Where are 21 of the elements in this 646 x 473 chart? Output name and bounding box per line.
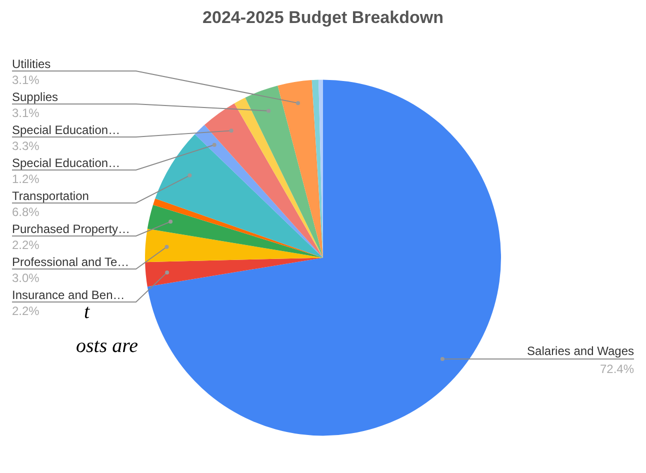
data-label: 3.3%: [12, 139, 40, 153]
data-label: 3.1%: [12, 73, 40, 87]
chart-title: 2024-2025 Budget Breakdown: [202, 8, 444, 27]
slice-label: Professional and Te…: [12, 255, 130, 269]
text: osts are: [76, 335, 138, 357]
data-label: 2.2%: [12, 238, 40, 252]
slice-label: Supplies: [12, 90, 58, 104]
data-label: 3.1%: [12, 106, 40, 120]
data-label: 1.2%: [12, 172, 40, 186]
slice-label: Salaries and Wages: [527, 344, 634, 358]
slice-label: Transportation: [12, 189, 89, 203]
slice-label: Insurance and Ben…: [12, 288, 125, 302]
slice-label: Special Education…: [12, 123, 120, 137]
data-label: 72.4%: [600, 362, 634, 376]
slice-label: Purchased Property…: [12, 222, 130, 236]
data-label: 2.2%: [12, 304, 40, 318]
data-label: 6.8%: [12, 205, 40, 219]
data-label: 3.0%: [12, 271, 40, 285]
slice-label: Utilities: [12, 57, 51, 71]
slice-label: Special Education…: [12, 156, 120, 170]
text: t: [84, 301, 90, 323]
